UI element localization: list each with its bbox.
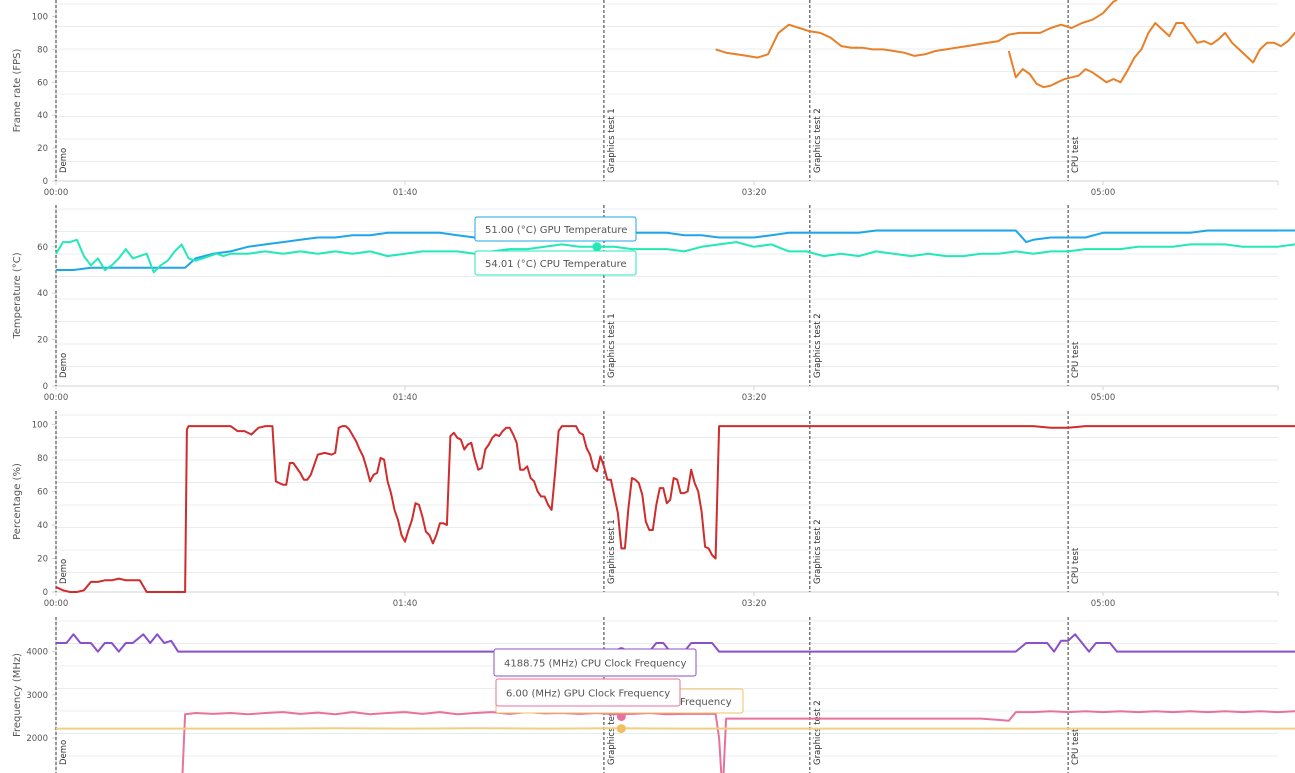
tooltip-label: 51.00 (°C) GPU Temperature	[485, 225, 627, 236]
x-tick-label: 01:40	[393, 188, 418, 198]
series-line	[715, 0, 1118, 59]
x-tick-label: 03:20	[742, 393, 767, 403]
tooltip-point	[616, 711, 626, 721]
event-marker-label: Graphics test 1	[607, 519, 617, 584]
series-line-cpu-temperature	[55, 238, 1295, 274]
series-line	[55, 425, 1295, 593]
y-tick-label: 40	[37, 111, 48, 121]
event-marker-label: Demo	[59, 353, 69, 378]
y-axis-label: Percentage (%)	[12, 463, 23, 540]
y-tick-label: 60	[37, 487, 48, 497]
x-tick-label: 05:00	[1091, 599, 1116, 609]
y-tick-label: 0	[43, 177, 48, 187]
event-marker-label: Graphics test 1	[607, 108, 617, 173]
event-marker-label: Graphics test 2	[813, 108, 823, 173]
event-marker-label: CPU test	[1071, 341, 1081, 378]
y-axis-label: Frequency (MHz)	[12, 653, 23, 737]
y-tick-label: 80	[37, 45, 48, 55]
y-tick-label: 60	[37, 243, 48, 253]
tooltip-label: 4188.75 (MHz) CPU Clock Frequency	[504, 659, 687, 670]
y-tick-label: 0	[43, 588, 48, 598]
x-tick-label: 00:00	[44, 393, 69, 403]
y-tick-label: 0	[43, 382, 48, 392]
tooltip-box	[474, 216, 637, 242]
series-line-gpu-temperature	[56, 229, 1295, 271]
y-tick-label: 100	[32, 420, 48, 430]
event-marker-label: Graphics test 2	[813, 313, 823, 378]
y-axis-label: Temperature (°C)	[12, 252, 23, 339]
event-marker-label: Graphics test 2	[813, 519, 823, 584]
chart-usage: 0 20 40 60 80 100 Percentage (%) 00:00 01:40 03:2…	[12, 411, 1295, 609]
x-tick-label: 05:00	[1091, 188, 1116, 198]
event-marker-label: Demo	[59, 148, 69, 173]
tooltip-label: Frequency	[680, 697, 732, 708]
x-tick-label: 00:00	[44, 599, 69, 609]
y-tick-label: 3000	[26, 691, 48, 701]
y-tick-label: 80	[37, 454, 48, 464]
event-marker-label: Graphics test 1	[607, 700, 617, 765]
event-marker-label: Graphics test 2	[813, 700, 823, 765]
event-marker-label: Graphics test 1	[607, 313, 617, 378]
tooltip-label: 6.00 (MHz) GPU Clock Frequency	[506, 689, 670, 700]
x-tick-label: 01:40	[393, 393, 418, 403]
y-tick-label: 20	[37, 336, 48, 346]
tooltip-point	[616, 724, 626, 734]
y-tick-label: 40	[37, 289, 48, 299]
y-tick-label: 4000	[26, 648, 48, 658]
grid-lines	[56, 3, 1278, 162]
chart-fps: 0 20 40 60 80 100 Frame rate (FPS) 00:00 01:40 03…	[12, 0, 1295, 198]
tooltip-label: 54.01 (°C) CPU Temperature	[485, 259, 627, 270]
y-tick-label: 100	[32, 12, 48, 22]
y-axis-label: Frame rate (FPS)	[12, 49, 23, 133]
event-marker-label: Demo	[59, 559, 69, 584]
series-line	[1007, 22, 1295, 89]
tooltip-point	[592, 242, 602, 252]
grid-lines	[56, 208, 1278, 367]
x-tick-label: 01:40	[393, 599, 418, 609]
grid-lines	[56, 414, 1278, 573]
y-tick-label: 60	[37, 78, 48, 88]
y-tick-label: 20	[37, 144, 48, 154]
tooltip-box	[495, 678, 681, 707]
event-marker-label: CPU test	[1071, 728, 1081, 765]
tooltip-box	[493, 648, 697, 677]
y-tick-label: 40	[37, 521, 48, 531]
y-tick-label: 2000	[26, 734, 48, 744]
x-tick-label: 03:20	[742, 599, 767, 609]
x-tick-label: 05:00	[1091, 393, 1116, 403]
x-tick-label: 03:20	[742, 188, 767, 198]
y-tick-label: 20	[37, 554, 48, 564]
series-line-gpu-clock-frequency	[181, 710, 1295, 773]
tooltip-box	[474, 250, 637, 276]
x-tick-label: 00:00	[44, 188, 69, 198]
event-marker-label: Demo	[59, 740, 69, 765]
event-marker-label: CPU test	[1071, 136, 1081, 173]
event-marker-label: CPU test	[1071, 547, 1081, 584]
tooltips: 51.00 (°C) GPU Temperature 54.01 (°C) CPU…	[474, 216, 744, 714]
chart-temp: 0 20 40 60 Temperature (°C) 00:00 01:40 03:20 05…	[12, 205, 1295, 403]
